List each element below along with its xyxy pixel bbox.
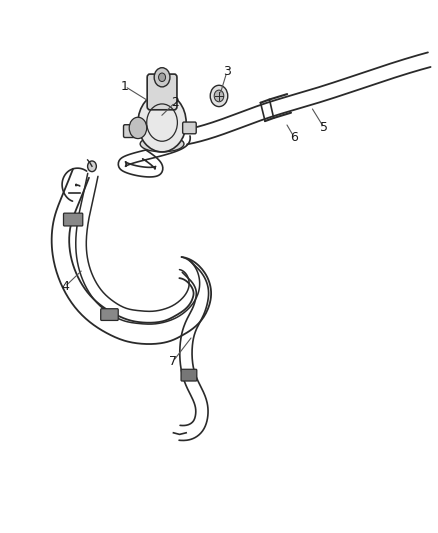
Circle shape: [138, 93, 186, 152]
FancyBboxPatch shape: [147, 74, 177, 110]
Text: 3: 3: [223, 66, 231, 78]
Circle shape: [159, 73, 166, 82]
Text: 1: 1: [121, 80, 129, 93]
Circle shape: [210, 85, 228, 107]
Text: 2: 2: [171, 96, 179, 109]
Text: 5: 5: [320, 122, 328, 134]
Text: 4: 4: [61, 280, 69, 293]
Circle shape: [88, 161, 96, 172]
FancyBboxPatch shape: [181, 369, 197, 381]
Circle shape: [214, 90, 224, 102]
FancyBboxPatch shape: [183, 122, 196, 134]
Circle shape: [129, 117, 147, 139]
Ellipse shape: [140, 136, 184, 152]
Circle shape: [154, 68, 170, 87]
FancyBboxPatch shape: [64, 213, 83, 226]
FancyBboxPatch shape: [101, 309, 118, 320]
FancyBboxPatch shape: [124, 125, 140, 138]
Text: 7: 7: [169, 355, 177, 368]
Text: 6: 6: [290, 131, 298, 144]
